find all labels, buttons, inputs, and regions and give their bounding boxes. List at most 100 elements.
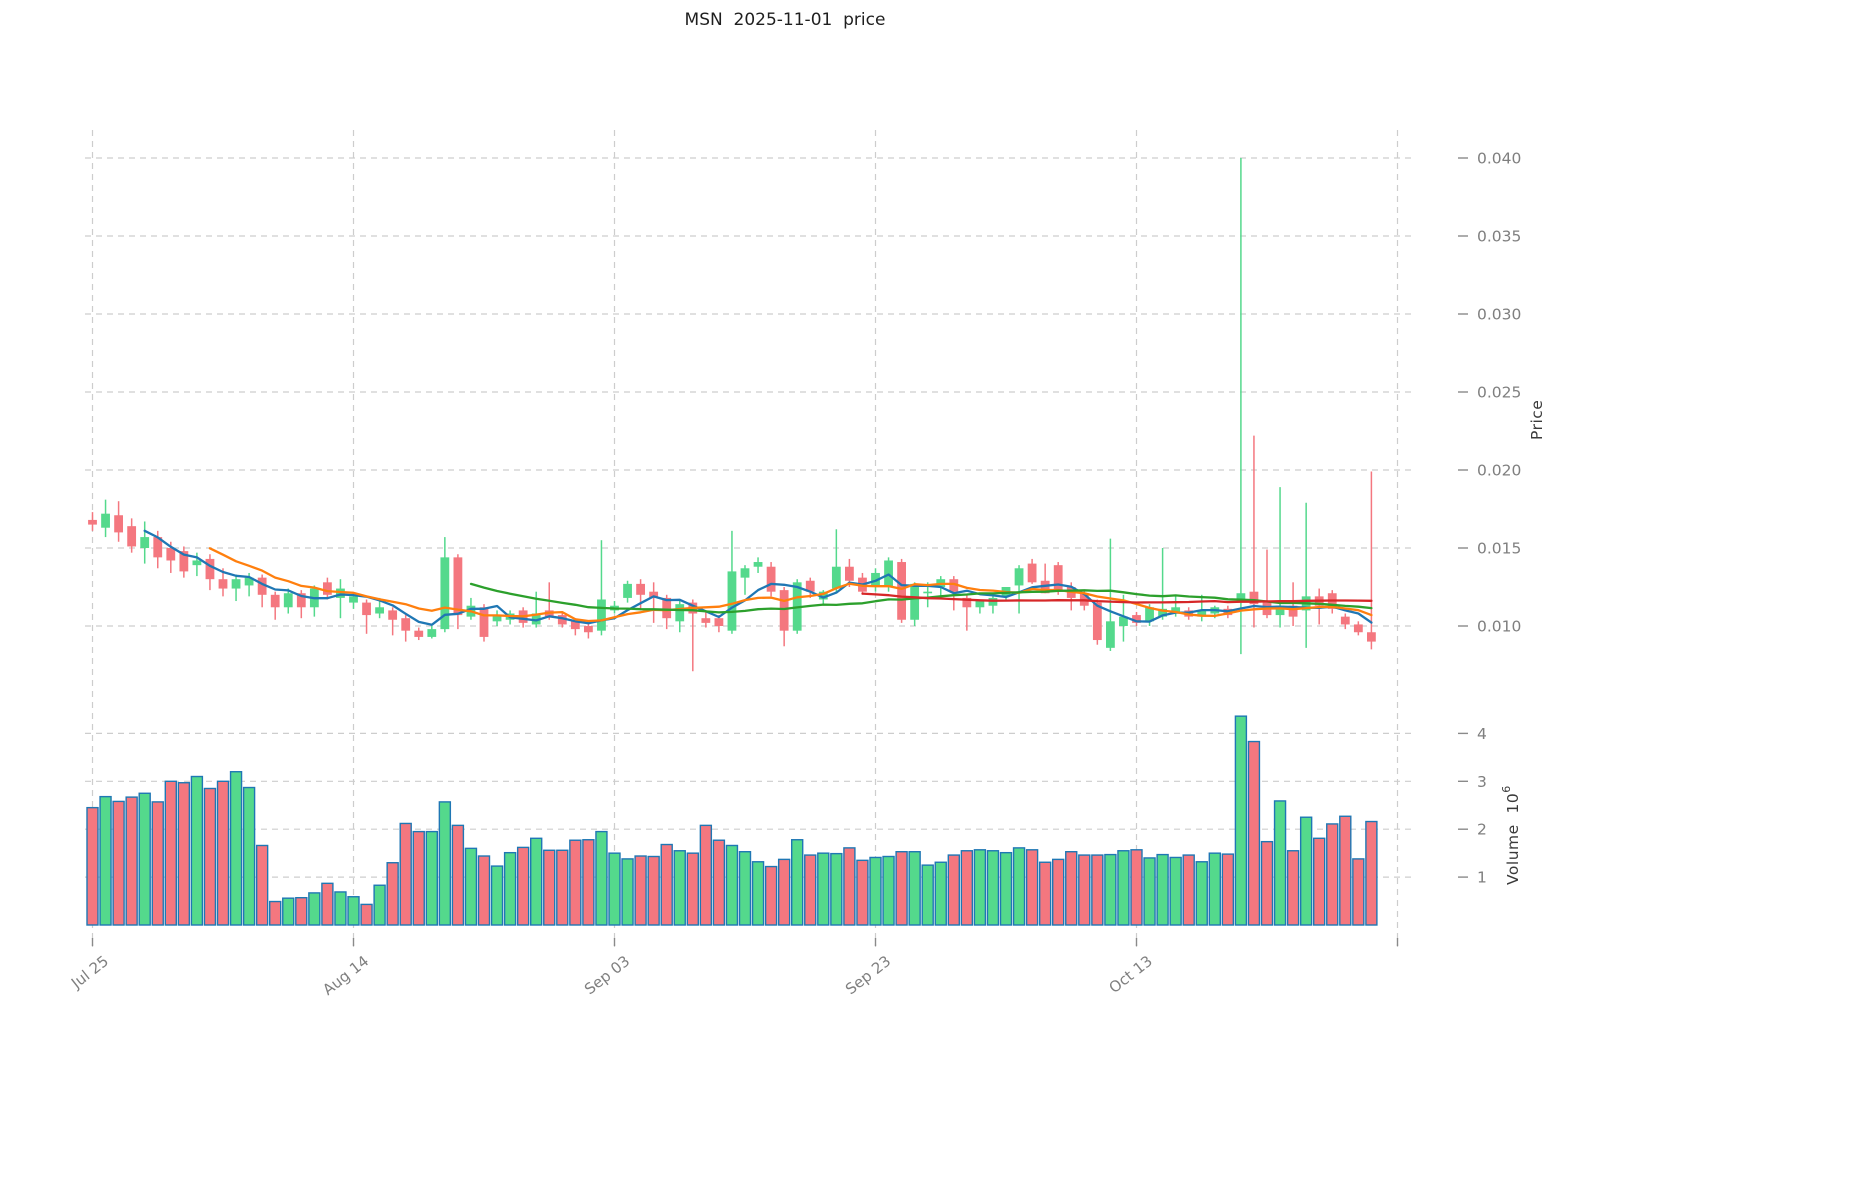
candle-body xyxy=(205,558,215,580)
volume-bar xyxy=(269,900,282,926)
volume-bar xyxy=(295,896,308,926)
price-axis-title-text: Price xyxy=(1528,399,1546,441)
volume-bar xyxy=(673,850,686,926)
candle-body xyxy=(649,591,659,598)
candle-body xyxy=(740,568,750,578)
volume-bar xyxy=(1156,853,1169,926)
volume-bar xyxy=(856,859,869,926)
volume-bar xyxy=(1051,858,1065,926)
candle-body xyxy=(1119,616,1128,626)
candle-body xyxy=(975,601,985,608)
candle-body xyxy=(584,626,593,633)
candle-body xyxy=(296,593,306,608)
candle-body xyxy=(1158,608,1167,617)
volume-bar xyxy=(516,846,530,926)
volume-tick-label: 3 xyxy=(1477,773,1487,791)
candle-body xyxy=(270,594,280,608)
candle-body xyxy=(962,597,972,608)
candle-body xyxy=(1132,615,1141,623)
volume-bar xyxy=(203,787,217,926)
volume-bar xyxy=(1365,820,1378,926)
volume-bar xyxy=(686,852,699,926)
volume-bar xyxy=(934,861,947,926)
volume-axis-title: Volume 106 xyxy=(1500,745,1522,925)
candle-body xyxy=(427,629,437,637)
candle-body xyxy=(623,583,632,598)
price-tick-label: 0.010 xyxy=(1477,618,1521,636)
volume-bar xyxy=(477,855,491,926)
candlestick-series xyxy=(88,158,1376,672)
volume-bar xyxy=(282,897,295,926)
volume-bar xyxy=(947,854,960,926)
candle-body xyxy=(492,615,502,622)
candle-body xyxy=(1106,621,1115,648)
volume-tick-label: 2 xyxy=(1477,821,1487,839)
volume-axis-exponent: 6 xyxy=(1500,785,1513,793)
volume-bar xyxy=(347,896,360,926)
volume-bar xyxy=(229,771,243,926)
price-tick-label: 0.025 xyxy=(1477,384,1521,402)
volume-bar xyxy=(1038,861,1052,926)
volume-bar xyxy=(830,852,843,926)
candle-body xyxy=(1288,605,1298,617)
volume-bar xyxy=(438,801,452,926)
candle-body xyxy=(923,591,933,594)
candle-body xyxy=(1027,563,1037,583)
volume-bar xyxy=(1012,847,1026,926)
volume-bar xyxy=(634,855,647,926)
volume-bar xyxy=(1078,854,1091,926)
gridlines xyxy=(85,130,1415,947)
volume-bar xyxy=(308,892,321,926)
volume-bar xyxy=(908,851,921,926)
candle-body xyxy=(1353,624,1363,633)
volume-bar xyxy=(882,855,895,926)
candle-body xyxy=(283,593,293,608)
volume-bar xyxy=(1065,851,1078,926)
volume-bar xyxy=(177,782,191,926)
price-tick-label: 0.020 xyxy=(1477,462,1521,480)
candle-body xyxy=(701,618,711,623)
candle-body xyxy=(779,590,789,631)
candle-body xyxy=(910,583,920,620)
volume-bar xyxy=(242,786,256,926)
candle-body xyxy=(597,599,606,631)
volume-bar xyxy=(921,864,934,926)
candle-body xyxy=(897,562,906,620)
volume-bar xyxy=(1247,740,1261,926)
volume-bar xyxy=(1339,815,1352,926)
volume-bar xyxy=(321,882,334,926)
volume-bar xyxy=(999,851,1013,926)
candle-body xyxy=(557,615,567,625)
price-tick-label: 0.040 xyxy=(1477,150,1521,168)
volume-bar xyxy=(373,884,386,926)
volume-bar xyxy=(1091,854,1104,926)
volume-bar xyxy=(556,849,569,926)
candle-body xyxy=(127,526,137,547)
volume-bar xyxy=(843,847,856,926)
volume-bar xyxy=(1299,816,1313,926)
candle-body xyxy=(414,630,424,637)
candle-body xyxy=(244,577,254,586)
candle-body xyxy=(1014,568,1024,586)
volume-bar xyxy=(399,822,412,926)
candle-body xyxy=(1053,565,1063,592)
volume-bar xyxy=(125,796,138,926)
volume-bar xyxy=(1326,823,1339,926)
volume-bar xyxy=(112,800,125,926)
volume-bar xyxy=(86,806,99,926)
candle-body xyxy=(1249,591,1259,605)
volume-bar xyxy=(869,856,882,926)
volume-bar xyxy=(255,844,269,926)
volume-tick-label: 4 xyxy=(1477,725,1487,743)
candle-body xyxy=(675,604,685,622)
candle-body xyxy=(1171,607,1181,614)
candle-body xyxy=(401,618,411,631)
volume-axis-title-text: Volume xyxy=(1504,824,1523,885)
candle-body xyxy=(1340,616,1350,625)
candle-body xyxy=(1145,607,1154,622)
volume-bar xyxy=(138,792,151,926)
volume-bar xyxy=(1182,854,1195,926)
candle-body xyxy=(166,548,176,561)
volume-bar xyxy=(960,850,974,926)
